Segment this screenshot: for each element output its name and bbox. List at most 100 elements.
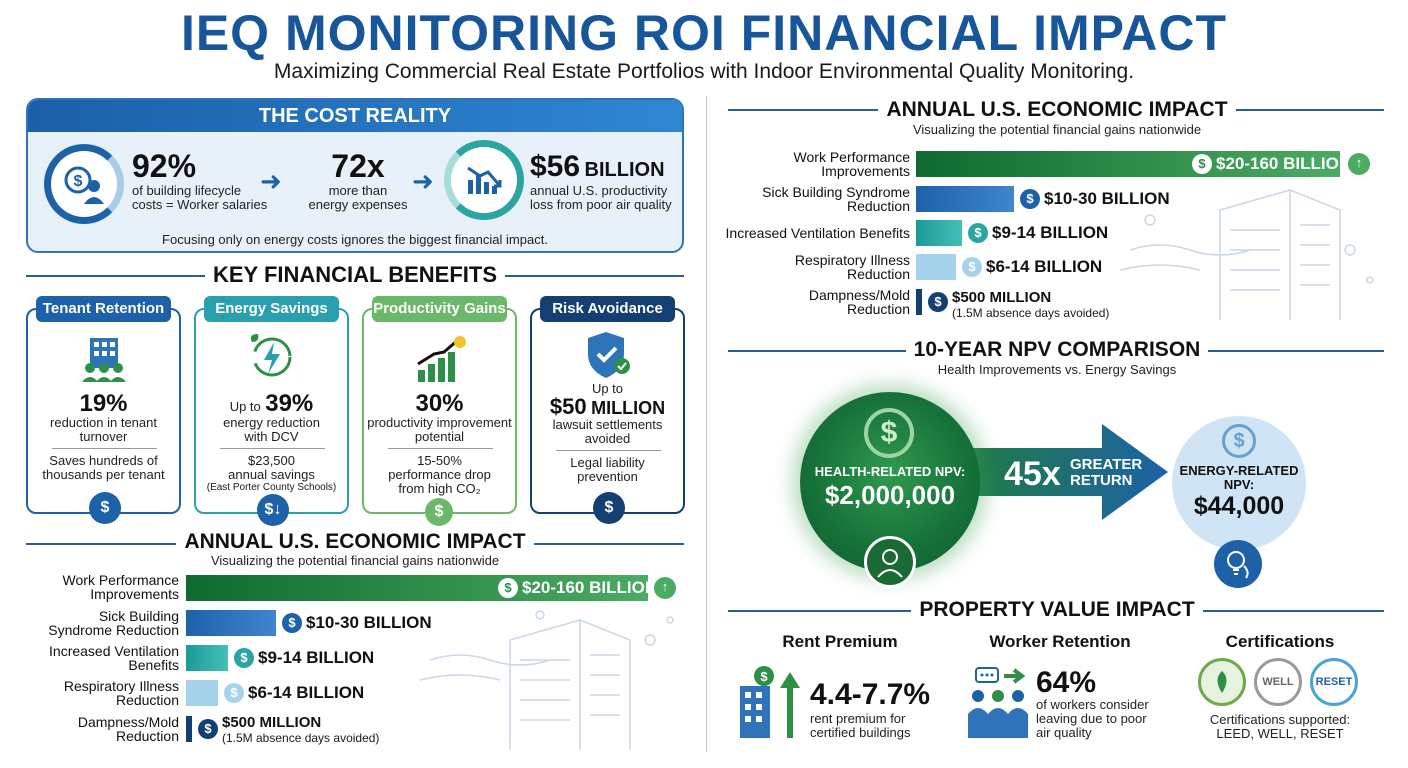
bar-label-mold: Dampness/Mold Reduction	[720, 288, 910, 316]
cost-reality-title: THE COST REALITY	[28, 100, 682, 132]
health-npv-label: HEALTH-RELATED NPV:	[814, 464, 966, 479]
card-foot-1: 15-50%	[417, 453, 462, 468]
stat-multiplier-value: 72x	[331, 148, 385, 184]
bar-ventilation	[186, 645, 228, 671]
bar-note-mold: (1.5M absence days avoided)	[222, 731, 380, 745]
bar-value-work: $20-160 BILLION	[522, 578, 658, 597]
energy-npv-value: $44,000	[1193, 492, 1285, 520]
benefits-title: KEY FINANCIAL BENEFITS	[205, 262, 505, 287]
bar-respiratory	[916, 254, 956, 280]
growth-bars-bulb-icon	[414, 332, 468, 389]
dollar-circle-icon: $	[864, 408, 914, 458]
rent-premium-desc-1: rent premium for	[810, 711, 906, 726]
bar-label-work: Work Performance Improvements	[720, 150, 910, 178]
stat-loss-unit: BILLION	[584, 159, 665, 181]
bar-ventilation	[916, 220, 962, 246]
card-pre: Up to	[591, 381, 624, 396]
economic-title-right: ANNUAL U.S. ECONOMIC IMPACT	[878, 98, 1236, 121]
cost-reality-panel: THE COST REALITY $ 92% of building lifec…	[26, 98, 684, 253]
card-desc-2: with DCV	[244, 429, 299, 444]
card-divider	[52, 448, 157, 449]
bar-value-ventilation: $9-14 BILLION	[258, 648, 375, 667]
arrow-right-icon: ➜	[412, 166, 434, 196]
card-tab-label: Energy Savings	[204, 296, 339, 322]
card-value: 19%	[79, 390, 128, 417]
worker-retention-head: Worker Retention	[989, 632, 1131, 651]
building-people-icon	[78, 334, 130, 387]
npv-multiplier-text: GREATER RETURN	[1070, 457, 1142, 489]
bar-label-line-1: Dampness/Mold	[808, 287, 910, 303]
stat-loss-label-2: loss from poor air quality	[530, 197, 672, 212]
card-tab-label: Risk Avoidance	[540, 296, 675, 322]
card-foot-2: annual savings	[228, 467, 315, 482]
bar-label-line-2: Syndrome Reduction	[48, 622, 179, 638]
bar-label-mold: Dampness/Mold Reduction	[20, 715, 179, 743]
economic-header-left: ANNUAL U.S. ECONOMIC IMPACT	[0, 530, 710, 554]
bar-note-mold: (1.5M absence days avoided)	[952, 306, 1110, 320]
stat-multiplier-label-1: more than	[328, 183, 388, 198]
benefits-header: KEY FINANCIAL BENEFITS	[0, 262, 710, 288]
bar-value-mold: $500 MILLION	[222, 714, 322, 731]
bar-label-ventilation: Increased Ventilation Benefits	[20, 644, 179, 672]
bar-work-performance	[186, 575, 648, 601]
bar-label-line-2: Reduction	[115, 692, 179, 708]
npv-multiplier: 45x	[1004, 455, 1061, 493]
card-desc-1: reduction in tenant	[50, 415, 157, 430]
benefit-card-tenant-retention: Tenant Retention 19% reduction in tenant…	[26, 296, 181, 524]
well-badge: WELL	[1254, 658, 1302, 706]
svg-text:$: $	[74, 173, 83, 190]
arrow-up-icon: ↑	[654, 577, 676, 599]
economic-title: ANNUAL U.S. ECONOMIC IMPACT	[176, 530, 534, 553]
card-desc-2: potential	[414, 429, 465, 444]
workers-leaving-icon	[968, 667, 1028, 738]
bar-label-line-2: Improvements	[90, 586, 179, 602]
energy-npv-label-2: NPV:	[1223, 477, 1255, 492]
bar-value-sbs: $10-30 BILLION	[1044, 189, 1170, 208]
card-tab-label: Productivity Gains	[372, 296, 507, 322]
dollar-coin-icon: $	[198, 719, 218, 739]
building-sketch-icon	[420, 610, 674, 750]
card-divider	[556, 450, 661, 451]
card-foot-1: Legal liability	[570, 455, 645, 470]
dollar-circle-icon: $	[1222, 424, 1256, 458]
rent-premium-head: Rent Premium	[782, 632, 898, 651]
health-npv-value: $2,000,000	[824, 480, 956, 510]
card-foot-3: from high CO₂	[398, 481, 481, 496]
card-foot-2: thousands per tenant	[42, 467, 165, 482]
bar-mold	[916, 289, 922, 315]
card-value: 39%	[265, 390, 314, 417]
dollar-coin-icon: $	[1020, 189, 1040, 209]
reset-badge: RESET	[1310, 658, 1358, 706]
leed-badge-icon	[1198, 658, 1246, 706]
lightning-leaf-icon	[246, 332, 298, 387]
bar-label-line-2: Reduction	[846, 266, 910, 282]
benefit-card-productivity-gains: Productivity Gains 30% productivity impr…	[362, 296, 517, 526]
card-value: $50	[549, 394, 587, 419]
trend-down-chart-icon	[444, 140, 524, 220]
bar-value-work: $20-160 BILLION	[1216, 154, 1352, 173]
bar-label-line-1: Dampness/Mold	[77, 714, 179, 730]
rent-premium-value: 4.4-7.7%	[810, 678, 931, 711]
npv-multiplier-line-2: RETURN	[1070, 472, 1133, 489]
npv-subtitle: Health Improvements vs. Energy Savings	[937, 362, 1177, 377]
card-desc-1: productivity improvement	[367, 415, 512, 430]
npv-multiplier-line-1: GREATER	[1070, 456, 1143, 473]
stat-loss-label-1: annual U.S. productivity	[530, 183, 668, 198]
dollar-hand-icon: $	[89, 492, 121, 524]
bar-label-line-1: Respiratory Illness	[794, 252, 910, 268]
certifications-desc-1: Certifications supported:	[1209, 712, 1351, 727]
dollar-coin-icon: $	[1192, 154, 1212, 174]
bar-label-sbs: Sick Building Syndrome Reduction	[20, 609, 179, 637]
greater-return-arrow-icon	[952, 424, 1168, 520]
certifications-desc-2: LEED, WELL, RESET	[1216, 726, 1344, 741]
card-desc-1: energy reduction	[223, 415, 320, 430]
dollar-coin-icon: $	[962, 257, 982, 277]
bar-label-line-2: Reduction	[846, 198, 910, 214]
building-sketch-icon	[1120, 189, 1374, 320]
column-divider	[706, 96, 707, 752]
arrow-up-icon: ↑	[1348, 153, 1370, 175]
bar-value-respiratory: $6-14 BILLION	[248, 683, 365, 702]
bar-label-respiratory: Respiratory Illness Reduction	[20, 679, 179, 707]
card-value-unit: MILLION	[591, 398, 666, 418]
economic-subtitle-right: Visualizing the potential financial gain…	[912, 122, 1202, 137]
